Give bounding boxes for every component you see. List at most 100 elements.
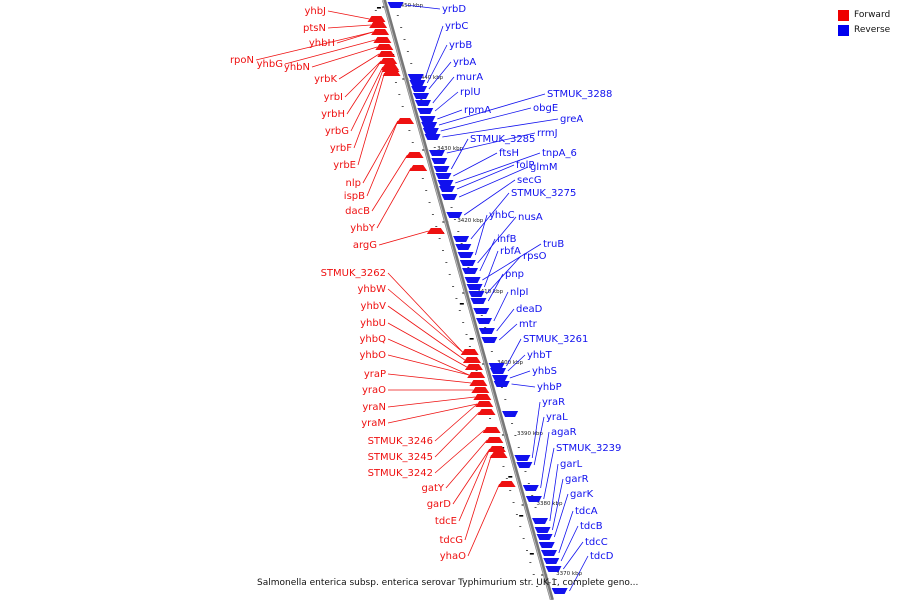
reverse-leader-line [496, 308, 515, 332]
forward-leader-line [434, 411, 480, 458]
reverse-gene-label: tdcA [575, 506, 598, 517]
reverse-gene-glyph [439, 186, 456, 192]
axis-dot [505, 478, 508, 479]
reverse-gene-glyph [457, 252, 474, 258]
gene-tick [508, 476, 513, 478]
reverse-gene-glyph [514, 455, 531, 461]
axis-dot [468, 346, 471, 347]
forward-gene-glyph [426, 228, 445, 234]
reverse-gene-glyph [488, 363, 505, 369]
axis-dot [450, 207, 453, 208]
axis-dot [484, 327, 487, 328]
reverse-gene-label: garK [570, 489, 594, 500]
forward-gene-label: yhbN [284, 62, 310, 73]
reverse-gene-label: STMUK_3239 [556, 443, 621, 454]
reverse-leader-line [507, 354, 526, 372]
reverse-gene-glyph [387, 2, 404, 8]
gene-tick [459, 303, 464, 305]
reverse-gene-glyph [492, 375, 508, 381]
reverse-gene-glyph [429, 150, 445, 156]
axis-dot [435, 226, 438, 227]
axis-dot [408, 130, 411, 131]
reverse-leader-line [426, 44, 448, 84]
reverse-gene-glyph [470, 298, 487, 304]
forward-leader-line [362, 120, 399, 184]
forward-swatch [838, 10, 849, 21]
axis-dot [445, 262, 448, 263]
forward-gene-glyph [487, 446, 506, 452]
axis-dot [511, 423, 514, 424]
reverse-leader-line [531, 401, 541, 459]
forward-gene-glyph [464, 364, 483, 370]
axis-dot [425, 190, 428, 191]
axis-dot [462, 322, 465, 323]
axis-dot [455, 298, 458, 299]
reverse-gene-glyph [453, 236, 470, 242]
forward-gene-label: yrbF [330, 143, 352, 154]
reverse-leader-line [477, 216, 517, 264]
axis-dot [531, 495, 534, 496]
forward-leader-line [311, 46, 378, 68]
tick-label: 3400 kbp [497, 360, 523, 366]
sequence-caption: Salmonella enterica subsp. enterica sero… [257, 578, 639, 588]
reverse-leader-line [498, 323, 518, 341]
reverse-gene-label: mtr [519, 319, 538, 330]
forward-gene-label: ptsN [303, 23, 326, 34]
forward-leader-line [387, 322, 467, 368]
axis-dot [522, 538, 525, 539]
reverse-gene-label: rbfA [500, 246, 521, 257]
forward-gene-label: yraN [362, 402, 386, 413]
forward-gene-label: STMUK_3242 [368, 468, 433, 479]
reverse-gene-glyph [421, 122, 438, 128]
reverse-gene-glyph [424, 134, 441, 140]
axis-dot [467, 267, 470, 268]
reverse-gene-label: garL [560, 459, 583, 470]
legend-label-reverse: Reverse [854, 25, 891, 35]
axis-dot [394, 82, 397, 83]
axis-dot [529, 562, 532, 563]
forward-gene-label: yrbI [324, 92, 343, 103]
reverse-gene-label: yrbD [442, 4, 466, 15]
reverse-gene-glyph [551, 588, 568, 594]
reverse-gene-label: infB [497, 234, 517, 245]
reverse-gene-glyph [545, 566, 562, 572]
reverse-gene-label: deaD [516, 304, 543, 315]
axis-dot [398, 94, 401, 95]
sequence-backbone-highlight [382, 0, 552, 600]
tick-label: 3420 kbp [457, 218, 483, 224]
reverse-leader-line [440, 107, 532, 132]
reverse-gene-glyph [415, 100, 431, 106]
axis-dot [526, 550, 528, 551]
axis-dot [534, 507, 537, 508]
reverse-gene-label: greA [560, 114, 583, 125]
forward-gene-glyph [375, 44, 394, 50]
forward-gene-glyph [467, 372, 486, 378]
axis-dot [460, 243, 463, 244]
sequence-backbone [382, 0, 554, 600]
reverse-leader-line [549, 463, 559, 522]
axis-dot [438, 238, 441, 239]
reverse-gene-glyph [462, 268, 479, 274]
forward-leader-line [387, 373, 472, 384]
axis-dot [490, 351, 493, 352]
forward-gene-glyph [469, 380, 488, 386]
reverse-gene-glyph [493, 381, 510, 387]
reverse-gene-label: truB [543, 239, 564, 250]
forward-gene-label: yhbV [361, 301, 387, 312]
reverse-genes: yrbD yrbC yrbB yrbA murA rplU rpmA STMUK_3288ob… [387, 2, 621, 594]
forward-gene-label: STMUK_3262 [321, 268, 386, 279]
reverse-leader-line [509, 370, 531, 379]
forward-gene-glyph [382, 70, 401, 76]
reverse-gene-label: rpsO [523, 251, 547, 262]
reverse-gene-label: pnp [505, 269, 524, 280]
reverse-leader-line [487, 273, 504, 302]
reverse-gene-label: STMUK_3288 [547, 89, 612, 100]
reverse-gene-glyph [541, 550, 557, 556]
reverse-gene-label: ftsH [499, 148, 519, 159]
axis-dot [431, 214, 434, 215]
reverse-leader-line [483, 250, 499, 288]
forward-gene-label: yrbE [333, 160, 356, 171]
forward-leader-line [327, 10, 370, 20]
reverse-gene-glyph [476, 318, 493, 324]
tick-label: 3440 kbp [417, 75, 443, 81]
